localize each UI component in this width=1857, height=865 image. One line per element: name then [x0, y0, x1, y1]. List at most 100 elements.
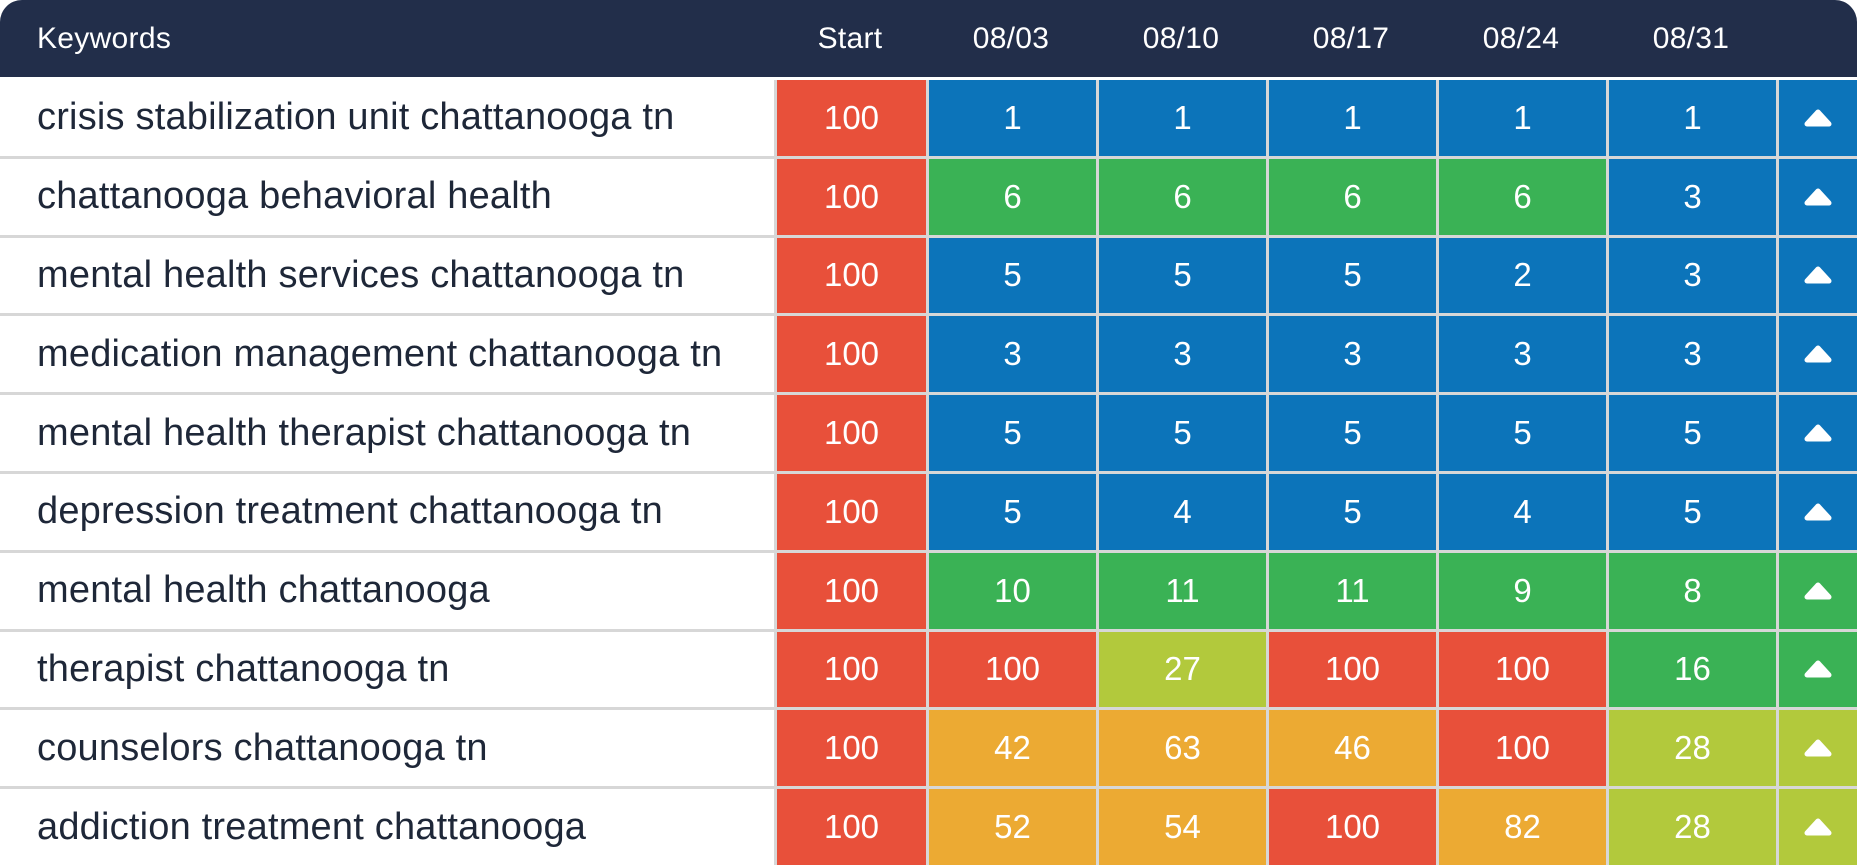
table-row: mental health therapist chattanooga tn 1…: [0, 392, 1857, 471]
up-arrow-icon: [1803, 659, 1833, 679]
keyword-cell: medication management chattanooga tn: [0, 316, 774, 393]
up-arrow-icon: [1803, 738, 1833, 758]
rank-cell: 100: [1266, 631, 1436, 708]
start-cell: 100: [774, 395, 926, 471]
rank-cell: 28: [1606, 710, 1776, 787]
up-arrow-icon: [1803, 581, 1833, 601]
rank-cell: 5: [926, 473, 1096, 550]
start-cell: 100: [774, 316, 926, 393]
rank-cell: 1: [1266, 80, 1436, 156]
start-cell: 100: [774, 80, 926, 156]
trend-cell[interactable]: [1776, 473, 1857, 550]
rank-cell: 27: [1096, 631, 1266, 708]
keyword-cell: chattanooga behavioral health: [0, 158, 774, 235]
rank-cell: 3: [926, 316, 1096, 393]
trend-cell[interactable]: [1776, 710, 1857, 787]
rank-cell: 42: [926, 710, 1096, 787]
rank-cell: 5: [1266, 473, 1436, 550]
start-cell: 100: [774, 552, 926, 629]
rank-cell: 100: [926, 631, 1096, 708]
rank-cell: 46: [1266, 710, 1436, 787]
rank-cell: 3: [1096, 316, 1266, 393]
up-arrow-icon: [1803, 502, 1833, 522]
rank-cell: 4: [1436, 473, 1606, 550]
rank-cell: 100: [1436, 631, 1606, 708]
up-arrow-icon: [1803, 108, 1833, 128]
up-arrow-icon: [1803, 817, 1833, 837]
rank-cell: 3: [1606, 316, 1776, 393]
column-header-date: 08/17: [1312, 21, 1390, 55]
rank-cell: 4: [1096, 473, 1266, 550]
rank-cell: 11: [1096, 552, 1266, 629]
rank-cell: 3: [1606, 158, 1776, 235]
table-header: Keywords Start 08/03 08/10 08/17 08/24 0…: [0, 0, 1857, 77]
keyword-cell: mental health chattanooga: [0, 552, 774, 629]
rank-cell: 6: [1096, 158, 1266, 235]
trend-cell[interactable]: [1776, 316, 1857, 393]
rank-cell: 16: [1606, 631, 1776, 708]
keyword-cell: counselors chattanooga tn: [0, 710, 774, 787]
keyword-cell: crisis stabilization unit chattanooga tn: [0, 80, 774, 156]
start-cell: 100: [774, 237, 926, 314]
column-header-start: Start: [817, 21, 883, 55]
rank-cell: 6: [926, 158, 1096, 235]
rank-cell: 52: [926, 789, 1096, 865]
trend-cell[interactable]: [1776, 395, 1857, 471]
trend-cell[interactable]: [1776, 631, 1857, 708]
rank-cell: 5: [926, 237, 1096, 314]
up-arrow-icon: [1803, 344, 1833, 364]
trend-cell[interactable]: [1776, 552, 1857, 629]
keyword-cell: mental health therapist chattanooga tn: [0, 395, 774, 471]
rank-cell: 1: [1606, 80, 1776, 156]
rank-cell: 5: [1096, 237, 1266, 314]
rank-cell: 3: [1436, 316, 1606, 393]
start-cell: 100: [774, 473, 926, 550]
rank-cell: 28: [1606, 789, 1776, 865]
keyword-cell: depression treatment chattanooga tn: [0, 473, 774, 550]
start-cell: 100: [774, 158, 926, 235]
rank-cell: 5: [1606, 395, 1776, 471]
table-row: mental health services chattanooga tn 10…: [0, 234, 1857, 314]
rank-cell: 5: [1096, 395, 1266, 471]
rank-cell: 3: [1266, 316, 1436, 393]
table-row: therapist chattanooga tn 100 100 27 100 …: [0, 628, 1857, 708]
table-row: depression treatment chattanooga tn 100 …: [0, 470, 1857, 550]
rank-cell: 5: [1266, 237, 1436, 314]
table-row: chattanooga behavioral health 100 6 6 6 …: [0, 155, 1857, 235]
table-row: mental health chattanooga 100 10 11 11 9…: [0, 549, 1857, 629]
trend-cell[interactable]: [1776, 789, 1857, 865]
rank-cell: 5: [1266, 395, 1436, 471]
rank-cell: 100: [1436, 710, 1606, 787]
table-row: addiction treatment chattanooga 100 52 5…: [0, 786, 1857, 865]
up-arrow-icon: [1803, 265, 1833, 285]
rank-cell: 1: [1096, 80, 1266, 156]
rank-cell: 8: [1606, 552, 1776, 629]
rank-cell: 63: [1096, 710, 1266, 787]
column-header-date: 08/24: [1482, 21, 1560, 55]
trend-cell[interactable]: [1776, 158, 1857, 235]
up-arrow-icon: [1803, 423, 1833, 443]
keyword-cell: addiction treatment chattanooga: [0, 789, 774, 865]
start-cell: 100: [774, 631, 926, 708]
column-header-date: 08/03: [972, 21, 1050, 55]
rank-cell: 9: [1436, 552, 1606, 629]
column-header-keywords: Keywords: [37, 21, 172, 55]
start-cell: 100: [774, 789, 926, 865]
table-row: medication management chattanooga tn 100…: [0, 313, 1857, 393]
trend-cell[interactable]: [1776, 80, 1857, 156]
rank-cell: 100: [1266, 789, 1436, 865]
column-header-date: 08/31: [1652, 21, 1730, 55]
up-arrow-icon: [1803, 187, 1833, 207]
column-header-trend: [1776, 0, 1857, 77]
rank-cell: 1: [926, 80, 1096, 156]
rank-cell: 54: [1096, 789, 1266, 865]
rank-cell: 11: [1266, 552, 1436, 629]
rank-cell: 5: [926, 395, 1096, 471]
rank-cell: 82: [1436, 789, 1606, 865]
rank-cell: 10: [926, 552, 1096, 629]
keyword-cell: mental health services chattanooga tn: [0, 237, 774, 314]
column-header-date: 08/10: [1142, 21, 1220, 55]
trend-cell[interactable]: [1776, 237, 1857, 314]
table-row: counselors chattanooga tn 100 42 63 46 1…: [0, 707, 1857, 787]
